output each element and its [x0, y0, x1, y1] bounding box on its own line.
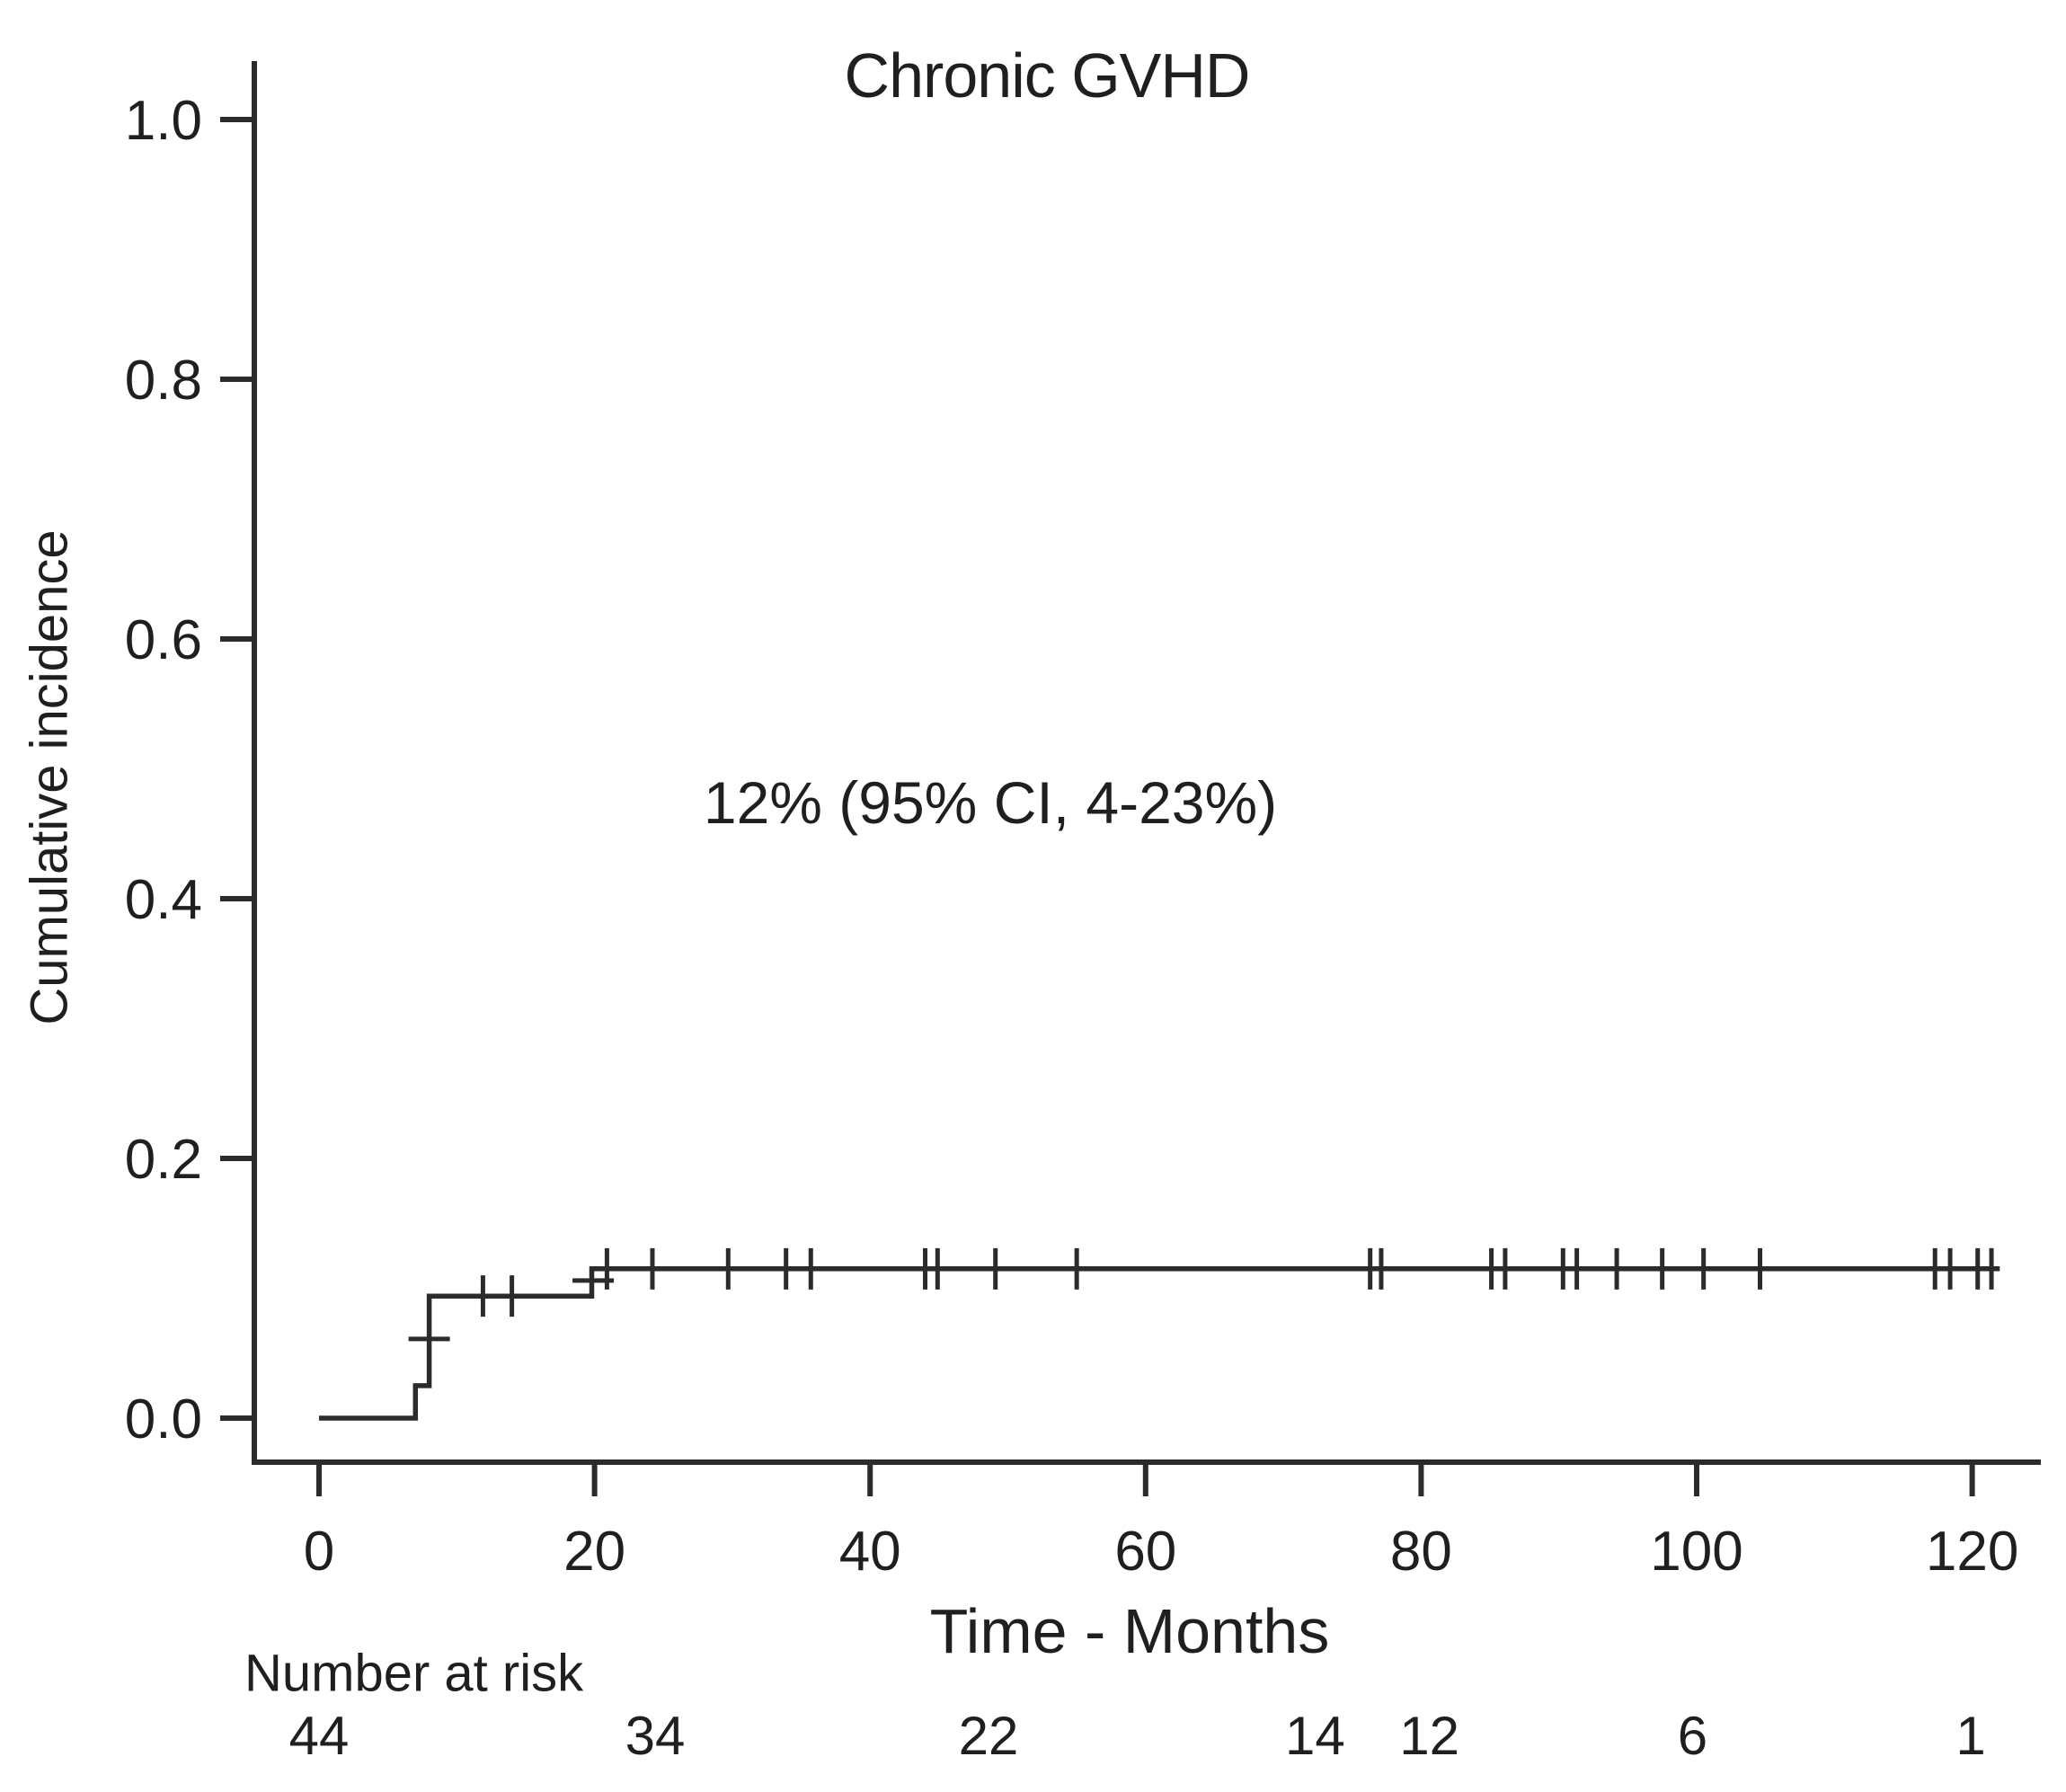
y-axis-title: Cumulative incidence	[20, 529, 79, 1025]
risk-count: 34	[625, 1706, 686, 1766]
risk-count: 12	[1399, 1706, 1459, 1766]
x-tick-label: 100	[1650, 1521, 1742, 1583]
x-tick-label: 60	[1114, 1521, 1176, 1583]
risk-count: 44	[289, 1706, 350, 1766]
risk-count: 14	[1285, 1706, 1345, 1766]
y-tick-label: 0.4	[125, 869, 202, 931]
x-tick-label: 0	[304, 1521, 334, 1583]
x-tick-label: 20	[563, 1521, 625, 1583]
risk-count: 1	[1955, 1706, 1985, 1766]
x-tick-label: 40	[839, 1521, 901, 1583]
risk-count: 22	[959, 1706, 1019, 1766]
x-tick-label: 120	[1926, 1521, 2018, 1583]
estimate-annotation: 12% (95% CI, 4-23%)	[703, 769, 1278, 836]
y-tick-label: 0.8	[125, 350, 202, 412]
y-tick-label: 0.2	[125, 1129, 202, 1191]
y-tick-label: 0.0	[125, 1388, 202, 1450]
x-axis-title: Time - Months	[929, 1596, 1330, 1666]
chart-title: Chronic GVHD	[844, 40, 1251, 111]
risk-table-label: Number at risk	[244, 1644, 584, 1703]
y-tick-label: 1.0	[125, 90, 202, 152]
x-tick-label: 80	[1390, 1521, 1452, 1583]
y-tick-label: 0.6	[125, 609, 202, 671]
incidence-step-curve	[319, 1266, 2000, 1421]
risk-count: 6	[1678, 1706, 1707, 1766]
